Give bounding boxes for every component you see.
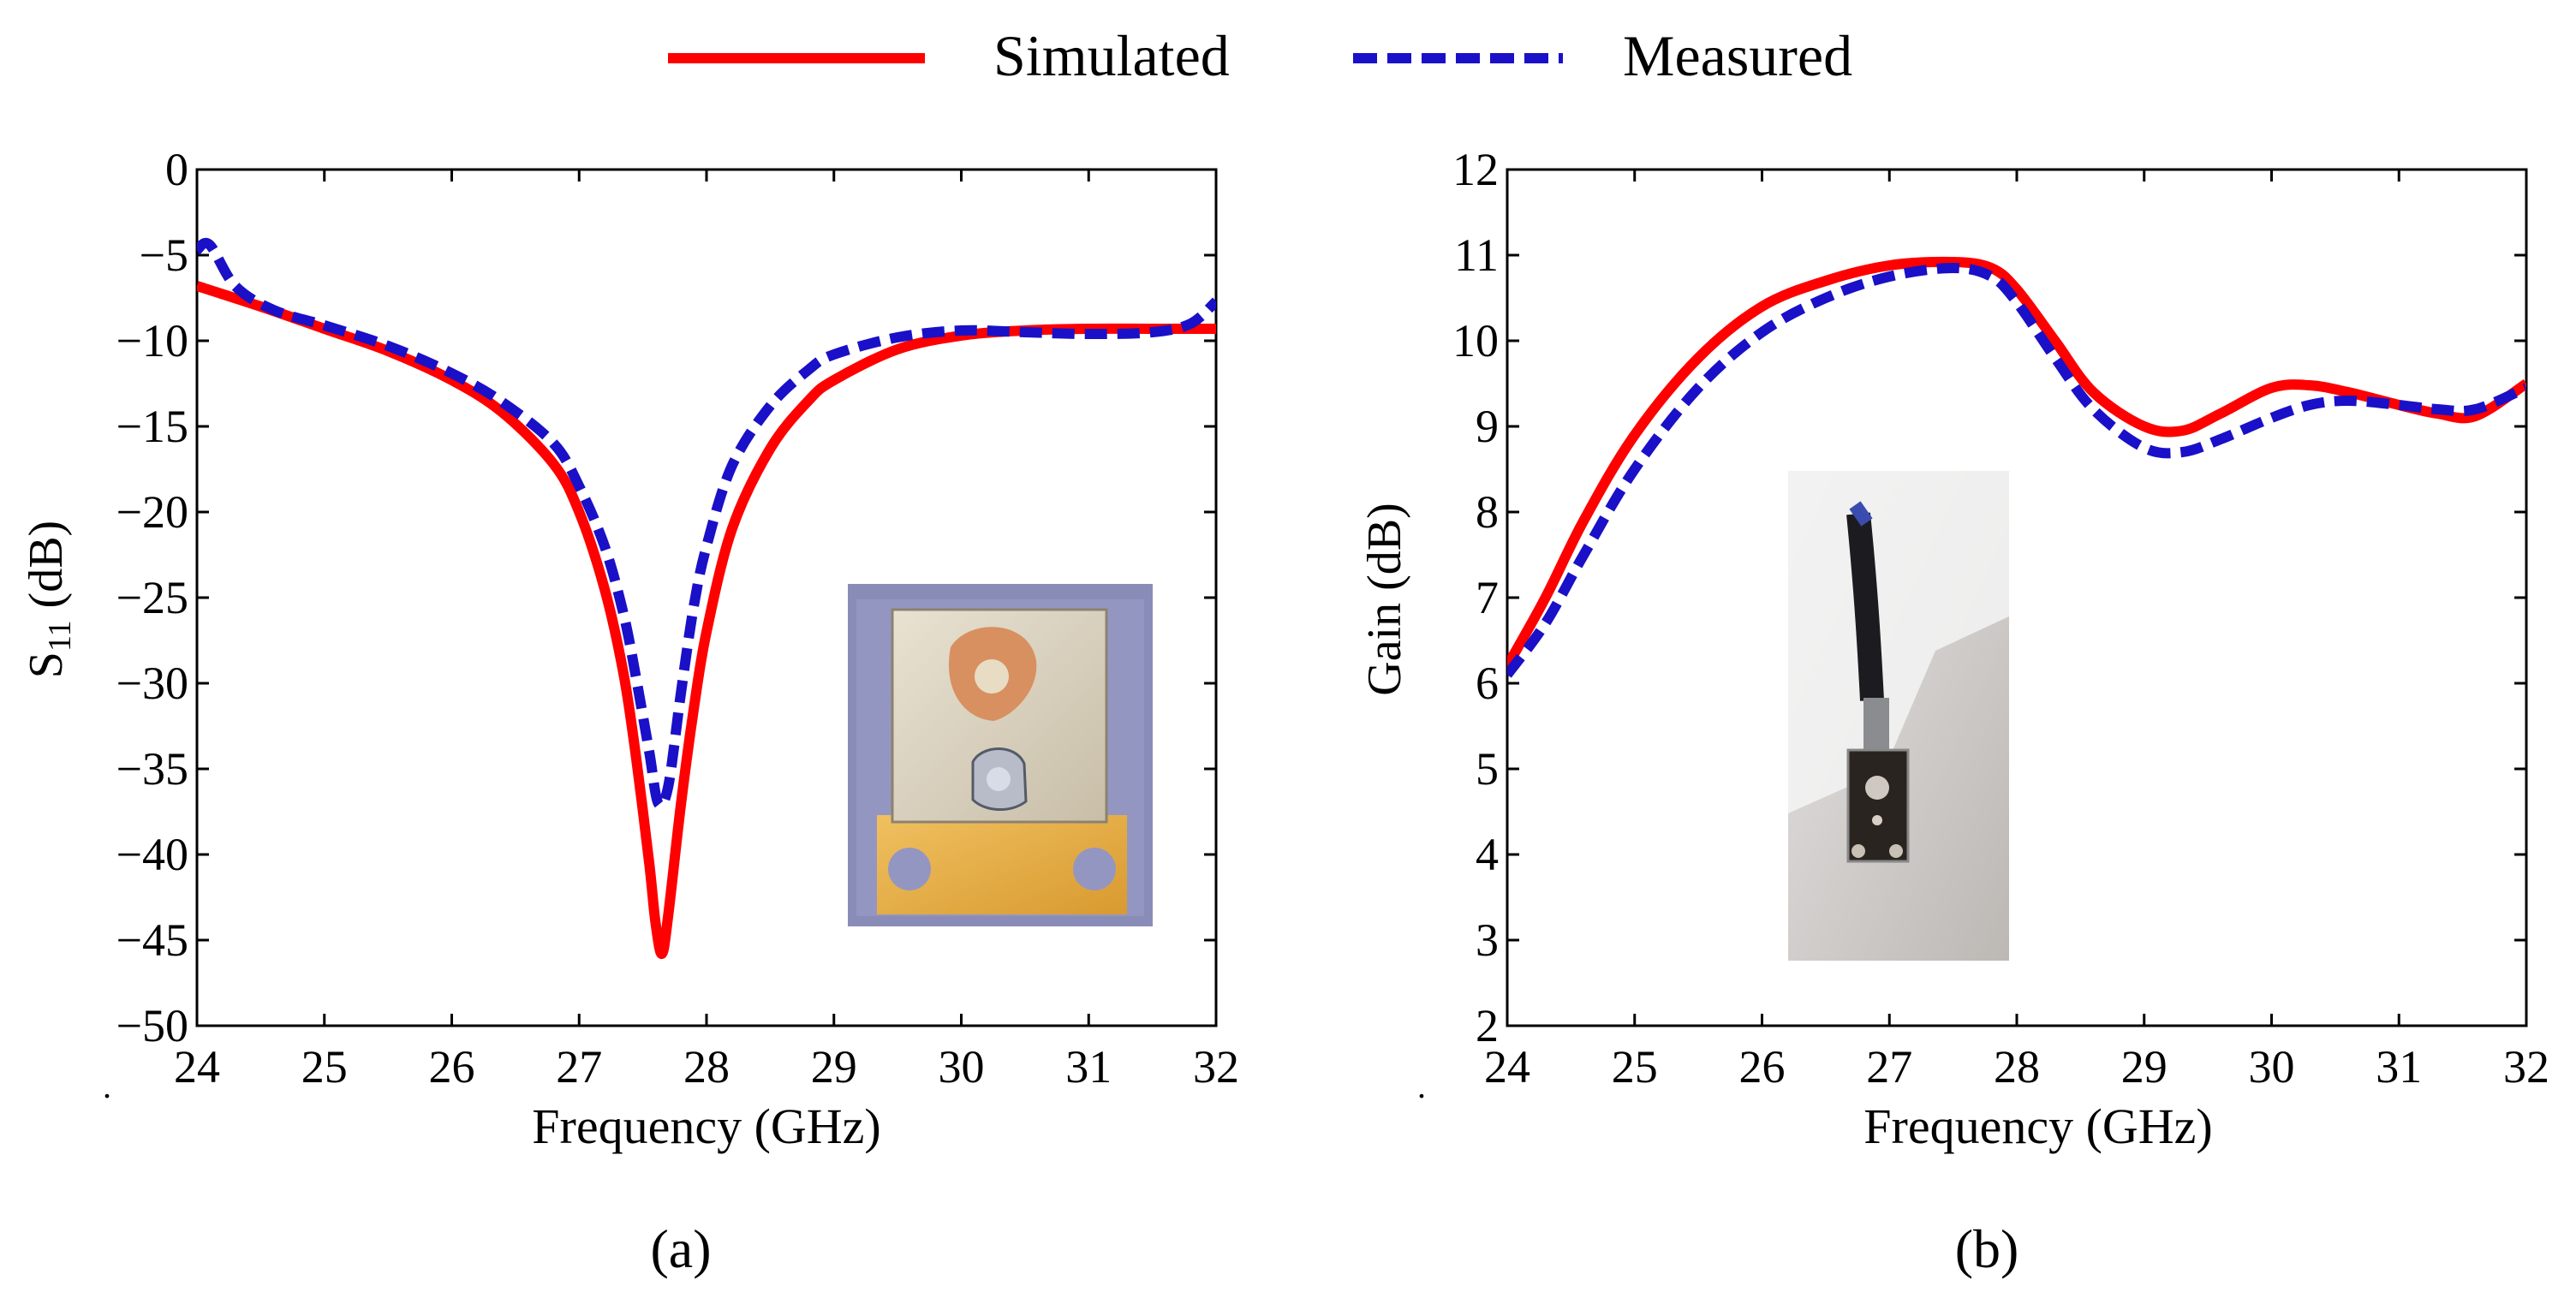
panel-a-xtick-label-26: 26 (429, 1041, 475, 1093)
photo-inset-antenna-top (848, 584, 1153, 926)
panel-a-series-measured (197, 237, 1216, 811)
panel-a-ytick-label-10: −50 (116, 1000, 188, 1051)
panel-b-xtick-label-25: 25 (1612, 1041, 1658, 1093)
panel-a-xtick-label-32: 32 (1193, 1041, 1239, 1093)
panel-b-ytick-label-7: 9 (1476, 401, 1499, 452)
panel-a-xtick-label-28: 28 (683, 1041, 730, 1093)
panel-b-series-simulated (1507, 256, 2526, 669)
panel-b: Gain (dB) Frequency (GHz) (b) . 24 25 26 27… (1358, 144, 2549, 1279)
panel-b-xtick-label-27: 27 (1866, 1041, 1912, 1093)
panel-b-ytick-label-6: 8 (1476, 486, 1499, 538)
panel-a-ylabel: S11 (dB) (20, 521, 78, 678)
panel-b-xtick-label-32: 32 (2503, 1041, 2549, 1093)
photo-inset-measurement-setup (1788, 471, 2009, 961)
legend: Simulated Measured (668, 23, 1852, 88)
panel-a-ytick-label-4: −20 (116, 486, 188, 538)
panel-a-ytick-label-9: −45 (116, 914, 188, 966)
panel-a-xtick-label-29: 29 (811, 1041, 857, 1093)
panel-b-ytick-label-0: 2 (1476, 1000, 1499, 1051)
panel-a-xtick-label-25: 25 (301, 1041, 348, 1093)
panel-a-ytick-label-8: −40 (116, 829, 188, 880)
panel-a: S11 (dB) Frequency (GHz) (a) . 24 25 26 27 2… (20, 144, 1239, 1279)
legend-label-measured: Measured (1623, 23, 1852, 88)
panel-b-ytick-label-3: 5 (1476, 743, 1499, 795)
panel-a-ytick-label-0: 0 (165, 144, 188, 195)
panel-b-ytick-label-10: 12 (1452, 144, 1499, 195)
panel-a-xlabel: Frequency (GHz) (532, 1099, 880, 1154)
panel-a-xtick-label-31: 31 (1065, 1041, 1112, 1093)
panel-b-ytick-label-1: 3 (1476, 914, 1499, 966)
panel-a-label: (a) (650, 1218, 711, 1279)
panel-a-ytick-label-2: −10 (116, 315, 188, 366)
panel-b-label: (b) (1955, 1218, 2019, 1279)
panel-a-ytick-label-7: −35 (116, 743, 188, 795)
panel-a-ytick-label-3: −15 (116, 401, 188, 452)
panel-a-ytick-label-1: −5 (140, 229, 188, 281)
panel-b-plot-area (1506, 168, 2528, 1027)
panel-b-ylabel: Gain (dB) (1358, 503, 1411, 696)
legend-label-simulated: Simulated (993, 23, 1230, 88)
panel-b-ytick-label-9: 11 (1454, 229, 1499, 281)
panel-a-xtick-label-27: 27 (556, 1041, 602, 1093)
panel-b-corner-dot: . (1417, 1067, 1426, 1105)
panel-b-ytick-label-5: 7 (1476, 572, 1499, 623)
panel-b-xlabel: Frequency (GHz) (1863, 1099, 2212, 1154)
panel-b-xtick-label-29: 29 (2121, 1041, 2168, 1093)
panel-a-marks: 24 25 26 27 28 29 30 31 32 0 −5 −10 −15 −20 −25 −30 −35 −… (116, 144, 1239, 1093)
panel-b-ytick-label-2: 4 (1476, 829, 1499, 880)
panel-b-series-measured (1507, 263, 2526, 678)
panel-a-xtick-label-30: 30 (939, 1041, 985, 1093)
panel-b-ytick-label-4: 6 (1476, 658, 1499, 709)
panel-b-xtick-label-31: 31 (2376, 1041, 2422, 1093)
panel-b-xtick-label-30: 30 (2249, 1041, 2295, 1093)
panel-b-marks: 24 25 26 27 28 29 30 31 32 2 3 4 5 6 7 8 9 10 11 12 (1452, 144, 2549, 1093)
panel-a-ytick-label-6: −30 (116, 658, 188, 709)
panel-a-series-simulated (197, 281, 1216, 960)
panel-b-xtick-label-24: 24 (1484, 1041, 1530, 1093)
panel-b-xtick-label-28: 28 (1994, 1041, 2040, 1093)
panel-a-corner-dot: . (103, 1067, 111, 1105)
panel-a-ytick-label-5: −25 (116, 572, 188, 623)
panel-b-xtick-label-26: 26 (1739, 1041, 1786, 1093)
panel-a-xtick-label-24: 24 (174, 1041, 220, 1093)
panel-b-ytick-label-8: 10 (1452, 315, 1499, 366)
